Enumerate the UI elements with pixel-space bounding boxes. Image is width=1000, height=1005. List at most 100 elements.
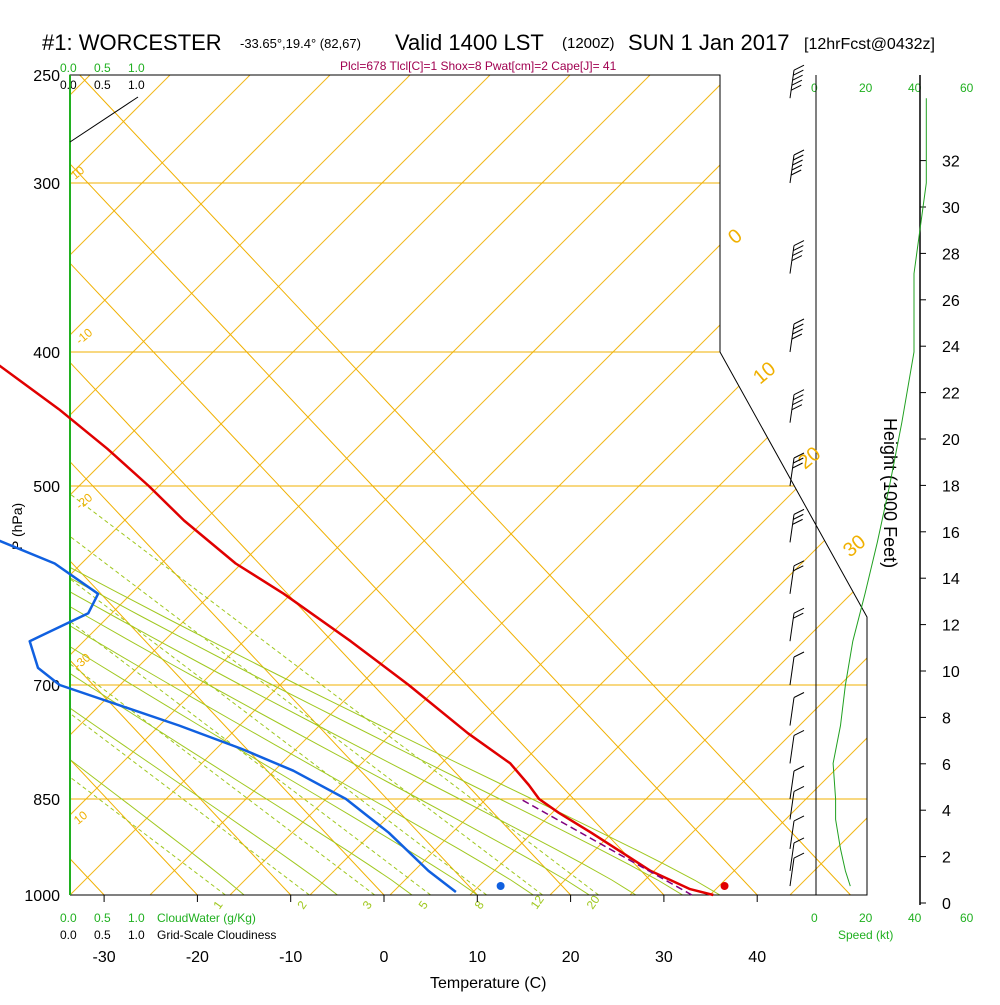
cloudwater-tick-top: 1.0 [128, 61, 145, 75]
speed-tick-bottom: 60 [960, 911, 974, 925]
wind-barb [789, 729, 805, 764]
height-tick-label: 32 [942, 154, 960, 171]
wind-barb-staff [789, 842, 795, 871]
cloudwater-tick-bottom: 0.5 [94, 911, 111, 925]
height-tick-label: 26 [942, 293, 960, 310]
mixing-ratio-line [70, 351, 310, 895]
isotherm-line [70, 75, 665, 895]
dry-adiabat-line [549, 75, 867, 895]
wind-barb [789, 692, 805, 726]
wind-barb-flag [793, 786, 805, 792]
height-tick-label: 8 [942, 710, 951, 727]
wind-barb-flag [793, 852, 805, 859]
wind-barb-flag [792, 328, 803, 335]
cloudiness-tick-top: 0.0 [60, 78, 77, 92]
wind-barb-flag [793, 607, 805, 614]
wind-barb [789, 64, 805, 99]
height-tick-label: 28 [942, 246, 960, 263]
wind-barb-staff [789, 791, 795, 820]
cloudwater-label: CloudWater (g/Kg) [157, 911, 256, 925]
wind-barb [789, 149, 805, 184]
cloudiness-tick-top: 0.5 [94, 78, 111, 92]
moist-adiabat-line [70, 75, 721, 895]
height-tick-label: 16 [942, 525, 960, 542]
wind-barb [789, 318, 805, 353]
wind-barb [789, 452, 805, 487]
cloudiness-tick-bottom: 1.0 [128, 928, 145, 942]
wind-barb-flag [793, 765, 805, 772]
forecast-date: SUN 1 Jan 2017 [628, 30, 789, 55]
pressure-tick-label: 300 [33, 176, 60, 193]
dry-adiabat-line [629, 75, 867, 895]
forecast-label: [12hrFcst@0432z] [804, 36, 935, 53]
dry-adiabat-line [469, 75, 867, 895]
wind-barb-flag [791, 79, 803, 86]
pressure-tick-label: 250 [33, 68, 60, 85]
height-tick-label: 22 [942, 386, 960, 403]
cloudwater-tick-bottom: 1.0 [128, 911, 145, 925]
wind-barb-staff [789, 820, 795, 850]
wind-barb-staff [789, 770, 795, 800]
speed-tick-top: 0 [811, 81, 818, 95]
dry-adiabat-line [229, 75, 867, 895]
wind-barb [789, 837, 805, 871]
temperature-tick-label: 40 [748, 949, 766, 966]
wind-barb-flag [793, 318, 805, 325]
moist-adiabat-line [70, 75, 478, 895]
cloudiness-tick-bottom: 0.0 [60, 928, 77, 942]
wind-barb [789, 815, 805, 850]
wind-barb-staff [789, 697, 795, 726]
wind-barb-flag [793, 729, 805, 736]
dry-adiabat-line [149, 75, 867, 895]
valid-time: Valid 1400 LST [395, 30, 544, 55]
cloudwater-tick-top: 0.5 [94, 61, 111, 75]
cloudwater-tick-bottom: 0.0 [60, 911, 77, 925]
wind-barb-staff [789, 858, 795, 887]
wind-barb-flag [793, 815, 805, 822]
wind-barb-flag [793, 692, 805, 698]
height-tick-label: 30 [942, 200, 960, 217]
wind-barb-flag [793, 560, 805, 567]
wind-barb-flag [790, 84, 802, 91]
dry-adiabat-line [70, 75, 671, 895]
temperature-tick-label: 20 [562, 949, 580, 966]
speed-tick-bottom: 0 [811, 911, 818, 925]
surface-dewpoint-dot [496, 882, 505, 890]
wind-barb-flag [791, 333, 803, 340]
height-tick-label: 0 [942, 896, 951, 913]
moist-adiabat-line [70, 75, 637, 895]
wind-barb-flag [793, 508, 805, 515]
cloudiness-tick-top: 1.0 [128, 78, 145, 92]
height-tick-label: 14 [942, 571, 960, 588]
height-tick-label: 12 [942, 618, 960, 635]
wind-barb-flag [793, 154, 804, 161]
dry-adiabat-line [70, 75, 751, 895]
mixing-ratio-line [70, 351, 226, 895]
wind-barb-flag [790, 169, 802, 176]
wind-barb-flag [792, 462, 803, 469]
speed-tick-top: 60 [960, 81, 974, 95]
dry-adiabat-line [70, 75, 831, 895]
wind-barb-flag [793, 651, 805, 658]
isotherm-line [70, 75, 571, 895]
wind-barb-flag [792, 250, 803, 257]
wind-barb-staff [789, 656, 795, 686]
temperature-tick-label: 0 [380, 949, 389, 966]
wind-barb [789, 389, 805, 423]
cloudiness-line [69, 96, 139, 143]
height-tick-label: 18 [942, 478, 960, 495]
pressure-tick-label: 400 [33, 345, 60, 362]
wind-barb-flag [791, 164, 803, 171]
speed-tick-top: 20 [859, 81, 873, 95]
cloudwater-tick-top: 0.0 [60, 61, 77, 75]
moist-adiabat-line [70, 75, 534, 895]
temperature-tick-label: 30 [655, 949, 673, 966]
temperature-tick-label: 10 [468, 949, 486, 966]
wind-barb-flag [793, 394, 804, 401]
mixing-ratio-line [70, 351, 599, 895]
wind-barb-flag [793, 240, 805, 247]
temperature-profile-line [0, 364, 714, 897]
wind-barb [789, 651, 805, 686]
speed-tick-bottom: 20 [859, 911, 873, 925]
